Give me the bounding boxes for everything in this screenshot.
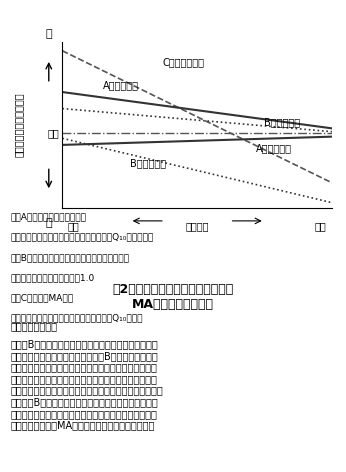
Text: B、高温設定: B、高温設定 xyxy=(264,117,300,127)
Text: 包材Bを用いて低温で最適ガス組成となるように包装
設計を行なった場合、すなわち、「B、低温設定」の場
合、設計条件より温度が上昇すると、「ガス移動速度／
呇吸速: 包材Bを用いて低温で最適ガス組成となるように包装 設計を行なった場合、すなわち、… xyxy=(10,339,163,430)
Text: 包材B：発泡スチロール容器、有孔フィルムなど: 包材B：発泡スチロール容器、有孔フィルムなど xyxy=(10,253,129,262)
Text: A、高温設定: A、高温設定 xyxy=(103,80,139,91)
Text: ガス移動の温度係数が呇吸の温度係数Q₁₀よりやや小: ガス移動の温度係数が呇吸の温度係数Q₁₀よりやや小 xyxy=(10,233,154,242)
Text: 図2　包材の種類と温度が平衡時の
MA条件に及ぼす影響: 図2 包材の種類と温度が平衡時の MA条件に及ぼす影響 xyxy=(112,283,234,312)
Text: ガス移動の温度係数が絉1.0: ガス移動の温度係数が絉1.0 xyxy=(10,273,94,282)
Text: 大: 大 xyxy=(45,29,52,39)
Text: 包材C：理想のMA包材: 包材C：理想のMA包材 xyxy=(10,294,73,303)
Text: 適正: 適正 xyxy=(48,128,60,138)
Text: （注）：図の見方: （注）：図の見方 xyxy=(10,321,57,331)
Text: 小: 小 xyxy=(45,218,52,228)
Text: B、低温設定: B、低温設定 xyxy=(130,158,166,168)
Text: ガス移動の温度係数が呇吸の温度係数Q₁₀と同じ: ガス移動の温度係数が呇吸の温度係数Q₁₀と同じ xyxy=(10,314,143,323)
Text: ガス移動速度／呇吸速度: ガス移動速度／呇吸速度 xyxy=(14,93,24,157)
Text: 保存温度: 保存温度 xyxy=(185,221,209,231)
Text: 低温: 低温 xyxy=(68,221,80,231)
Text: A、低温設定: A、低温設定 xyxy=(256,143,292,153)
Text: 包材A：プラスチックフィルム: 包材A：プラスチックフィルム xyxy=(10,212,86,221)
Text: 高温: 高温 xyxy=(315,221,327,231)
Text: C、全温度対応: C、全温度対応 xyxy=(163,57,205,67)
